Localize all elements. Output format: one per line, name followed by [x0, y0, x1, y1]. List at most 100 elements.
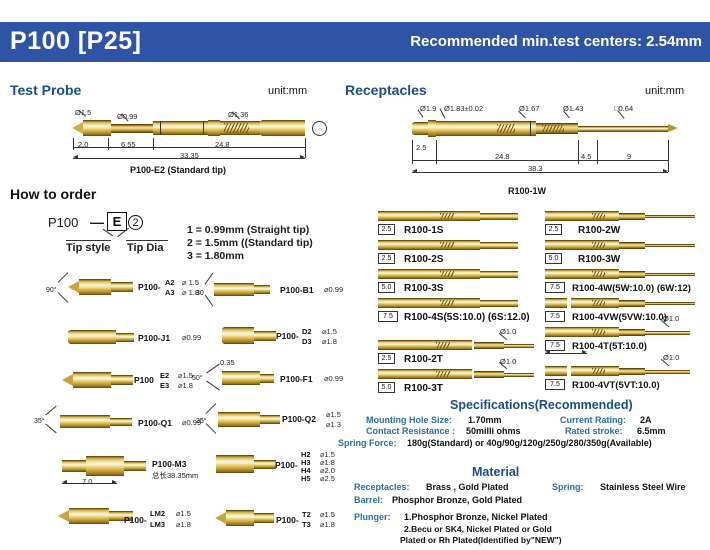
recept-dia-2: Ø1.83±0.02: [444, 104, 484, 113]
order-dash: —: [90, 214, 104, 230]
tip-h-dia-2: ⌀1.8: [320, 458, 335, 467]
order-tip-style-box[interactable]: E: [107, 212, 127, 231]
tip-q2-angle: 35°: [196, 418, 207, 425]
tip-lm-code-1: LM2: [150, 509, 165, 518]
header-subtitle: Recommended min.test centers: 2.54mm: [410, 33, 702, 50]
variant-dim: 7.5: [545, 282, 565, 293]
tip-f1-prefix: P100-F1: [280, 374, 313, 384]
tip-e-dia-2: ⌀1.8: [178, 381, 193, 390]
tip-e-prefix: P100: [134, 375, 154, 385]
material-label-1: Spring:: [552, 482, 584, 492]
spec-label-3: Rated stroke:: [565, 426, 623, 436]
recept-len-1: 2.5: [416, 143, 427, 152]
plunger-line-3: Plated or Rh Plated(Identified by"NEW"): [400, 535, 562, 545]
tip-b1-angle: 30: [196, 290, 204, 297]
variant-name: R100-2W: [578, 225, 621, 236]
variant-name: R100-1S: [404, 225, 444, 236]
material-label-0: Receptacles:: [354, 482, 410, 492]
order-legend-2: 2 = 1.5mm ((Standard tip): [187, 237, 313, 249]
recept-dia-3: Ø1.67: [519, 104, 540, 113]
tip-q1-prefix: P100-Q1: [138, 418, 173, 428]
tip-h-code-3: H4: [301, 466, 311, 475]
test-probe-unit: unit:mm: [268, 85, 308, 97]
variant-name: R100-2T: [404, 354, 443, 365]
tip-q2-dia-1: ⌀1.5: [326, 410, 341, 419]
tip-a-dia-2: ⌀ 1.8: [182, 288, 200, 297]
tip-lm-dia-1: ⌀1.5: [176, 509, 191, 518]
tip-t-prefix: P100-: [276, 515, 299, 525]
recept-len-3: 4.5: [581, 152, 592, 161]
material-label-2: Barrel:: [354, 495, 384, 505]
variant-name: R100-3S: [404, 283, 444, 294]
material-value-0: Brass , Gold Plated: [426, 482, 509, 492]
variant-name: R100-4VW(5VW:10.0): [572, 312, 667, 323]
variant-dim: 7.5: [545, 311, 565, 322]
variant-dia: Ø1.0: [500, 327, 517, 336]
probe-len-3: 24.8: [215, 140, 230, 149]
material-title: Material: [472, 465, 520, 479]
variant-dim: 2.5: [378, 253, 395, 264]
tip-d-dia-2: ⌀1.8: [322, 337, 337, 346]
spring-force-value: 180g(Standard) or 40g/90g/120g/250g/280/…: [407, 438, 652, 448]
tip-a-angle: 90°: [46, 287, 57, 294]
spec-label-1: Contact Resistance :: [366, 426, 456, 436]
tip-q1-dia: ⌀0.99: [182, 418, 202, 427]
tip-e-dia-1: ⌀1.5: [178, 371, 193, 380]
variant-dim: 2.5: [378, 353, 395, 364]
recept-len-4: 9: [627, 152, 632, 161]
tip-d-code-1: D2: [302, 327, 312, 336]
page-title: P100 [P25]: [10, 27, 142, 55]
variant-name: R100-3W: [578, 254, 621, 265]
probe-len-1: 2.0: [78, 140, 89, 149]
variant-name: R100-4T(5T:10.0): [572, 341, 647, 352]
order-legend-1: 1 = 0.99mm (Straight tip): [187, 224, 310, 236]
variant-name: R100-4S(5S:10.0) (6S:12.0): [404, 312, 530, 323]
tip-h-dia-1: ⌀1.5: [320, 450, 335, 459]
spec-label-2: Current Rating:: [560, 415, 626, 425]
tip-a-dia-1: ⌀ 1.5: [182, 278, 200, 287]
tip-a-code-1: A2: [165, 278, 175, 287]
order-tip-dia-box[interactable]: 2: [128, 215, 143, 230]
variant-dim: 7.5: [378, 311, 398, 322]
tip-d-prefix: P100-: [276, 331, 299, 341]
tip-j-prefix: P100-J1: [138, 333, 171, 343]
tip-h-dia-4: ⌀2.5: [320, 474, 335, 483]
variant-dim: 2.5: [378, 224, 395, 235]
tip-a-code-2: A3: [165, 288, 175, 297]
material-value-3: 1.Phosphor Bronze, Nickel Plated: [404, 512, 548, 522]
variant-dia: Ø1.0: [500, 357, 517, 366]
probe-dia-3: Ø1.36: [228, 110, 249, 119]
tip-j-dia: ⌀0.99: [182, 333, 202, 342]
order-label-tip-dia: Tip Dia: [127, 242, 164, 254]
tip-m3-dim: 7.0: [82, 477, 93, 486]
tip-t-code-2: T3: [302, 520, 311, 529]
tip-lm-dia-2: ⌀1.8: [176, 520, 191, 529]
receptacles-unit: unit:mm: [645, 85, 685, 97]
tip-h-dia-3: ⌀2.0: [320, 466, 335, 475]
spec-label-0: Mounting Hole Size:: [366, 415, 452, 425]
recept-dia-5: □0.64: [614, 104, 634, 113]
tip-h-code-2: H3: [301, 458, 311, 467]
variant-dim: 5.0: [545, 253, 562, 264]
tip-f1-angle: 50°: [192, 375, 203, 382]
recept-dia-1: Ø1.9: [420, 104, 437, 113]
variant-dim: 5.0: [378, 382, 395, 393]
receptacles-caption: R100-1W: [508, 186, 547, 196]
plunger-line-2: 2.Becu or SK4, Nickel Plated or Gold: [404, 524, 552, 534]
test-probe-heading: Test Probe: [10, 82, 82, 98]
test-probe-caption: P100-E2 (Standard tip): [130, 165, 227, 175]
spec-value-2: 2A: [640, 415, 652, 425]
tip-e-code-1: E2: [160, 371, 170, 380]
order-prefix: P100: [48, 215, 79, 230]
tip-t-code-1: T2: [302, 510, 311, 519]
tip-m3-note: 总长38.35mm: [152, 471, 199, 480]
order-label-tip-style: Tip style: [66, 242, 111, 254]
tip-d-dia-1: ⌀1.5: [322, 327, 337, 336]
tip-q1-angle: 35°: [34, 418, 45, 425]
how-to-order-heading: How to order: [10, 186, 97, 202]
material-value-1: Stainless Steel Wire: [600, 482, 686, 492]
tip-lm-code-2: LM3: [150, 520, 165, 529]
recept-dia-4: Ø1.43: [563, 104, 584, 113]
probe-dia-2: Ø0.99: [117, 112, 138, 121]
